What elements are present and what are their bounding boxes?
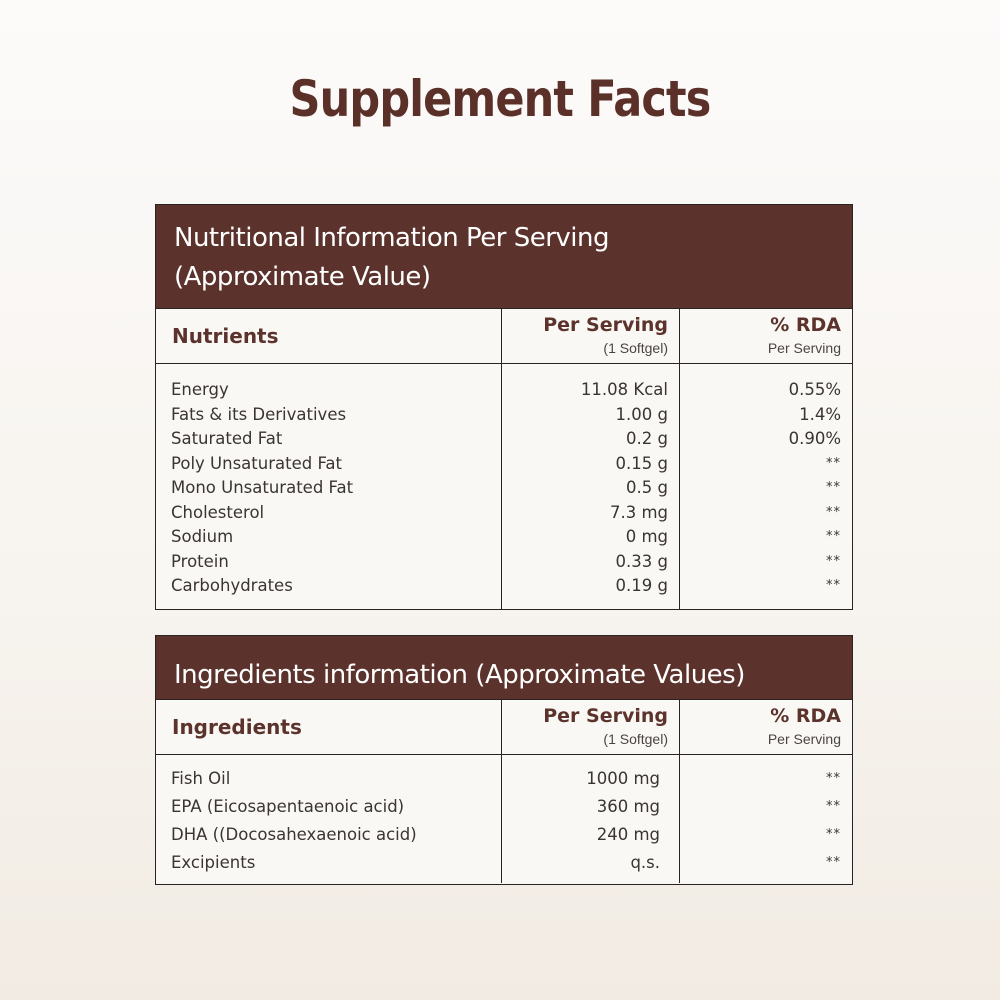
nutrition-table: Nutritional Information Per Serving (App… <box>155 204 853 610</box>
col-rda: % RDA Per Serving <box>767 705 841 747</box>
col-ingredients: Ingredients <box>156 700 502 754</box>
ingredient-name: Fish Oil <box>171 769 231 788</box>
nutrient-name: Energy <box>171 380 229 399</box>
ingredient-rda-value: ** <box>826 827 841 842</box>
nutrient-rda-value: 0.90% <box>788 429 841 448</box>
ingredient-amounts: 1000 mg 360 mg 240 mg q.s. <box>502 755 680 883</box>
nutrient-amount: 0.2 g <box>626 429 668 448</box>
ingredient-name: EPA (Eicosapentaenoic acid) <box>171 797 405 816</box>
nutrient-name: Cholesterol <box>171 502 265 522</box>
nutrient-name: Sodium <box>171 527 234 546</box>
ingredients-column-headers: Ingredients Per Serving (1 Softgel) % RD… <box>156 700 852 755</box>
nutrient-name: Protein <box>171 551 229 571</box>
nutrient-name: Carbohydrates <box>171 576 293 595</box>
nutrient-rda-value: ** <box>826 455 841 471</box>
nutrient-amounts: 11.08 Kcal 1.00 g 0.2 g 0.15 g 0.5 g 7.3… <box>502 364 680 609</box>
ingredient-rda: ** ** ** ** <box>680 755 852 883</box>
page-title: Supplement Facts <box>289 70 712 128</box>
nutrient-amount: 0 mg <box>625 527 668 546</box>
ingredient-amount: q.s. <box>630 853 660 872</box>
nutrient-amount: 0.19 g <box>615 576 668 595</box>
nutrient-rda-value: ** <box>826 553 841 569</box>
nutrient-amount: 7.3 mg <box>609 502 668 522</box>
col-per-serving: Per Serving (1 Softgel) <box>502 700 680 754</box>
nutrient-name: Mono Unsaturated Fat <box>171 478 354 497</box>
nutrient-amount: 0.5 g <box>626 478 668 497</box>
nutrient-rda-value: ** <box>826 529 841 544</box>
nutrient-rda-value: ** <box>826 480 841 495</box>
ingredient-name: Excipients <box>171 853 256 872</box>
ingredient-rda-value: ** <box>826 855 841 870</box>
nutrient-rda-value: ** <box>826 578 841 593</box>
ingredients-table: Ingredients information (Approximate Val… <box>155 635 853 885</box>
nutrient-amount: 0.33 g <box>615 551 668 571</box>
ingredient-amount: 360 mg <box>596 797 660 816</box>
nutrient-amount: 0.15 g <box>615 453 668 473</box>
ingredient-rda-value: ** <box>826 799 841 814</box>
nutrient-rda: 0.55% 1.4% 0.90% ** ** ** ** ** ** <box>680 364 852 609</box>
nutrient-name: Fats & its Derivatives <box>171 404 347 424</box>
ingredient-rda-value: ** <box>826 771 841 786</box>
nutrition-header-line2: (Approximate Value) <box>174 262 431 292</box>
nutrient-name: Poly Unsaturated Fat <box>171 453 343 473</box>
nutrient-amount: 1.00 g <box>615 404 668 424</box>
col-per-serving: Per Serving (1 Softgel) <box>502 309 680 363</box>
nutrition-table-header: Nutritional Information Per Serving (App… <box>156 205 852 309</box>
nutrient-rda-value: ** <box>826 504 841 520</box>
nutrient-amount: 11.08 Kcal <box>580 380 668 399</box>
col-nutrients: Nutrients <box>156 309 502 363</box>
col-rda: % RDA Per Serving <box>767 314 841 356</box>
nutrition-column-headers: Nutrients Per Serving (1 Softgel) % RDA … <box>156 309 852 364</box>
nutrition-body: Energy Fats & its Derivatives Saturated … <box>156 364 852 609</box>
nutrient-rda-value: 1.4% <box>799 404 841 424</box>
ingredient-amount: 240 mg <box>596 825 660 844</box>
nutrient-rda-value: 0.55% <box>788 380 841 399</box>
nutrient-names: Energy Fats & its Derivatives Saturated … <box>156 364 502 609</box>
nutrition-header-line1: Nutritional Information Per Serving <box>174 223 610 253</box>
ingredients-table-header: Ingredients information (Approximate Val… <box>156 636 852 700</box>
ingredient-amount: 1000 mg <box>586 769 660 788</box>
ingredient-name: DHA ((Docosahexaenoic acid) <box>171 825 417 844</box>
nutrient-name: Saturated Fat <box>171 429 283 448</box>
ingredient-names: Fish Oil EPA (Eicosapentaenoic acid) DHA… <box>156 755 502 883</box>
ingredients-body: Fish Oil EPA (Eicosapentaenoic acid) DHA… <box>156 755 852 883</box>
